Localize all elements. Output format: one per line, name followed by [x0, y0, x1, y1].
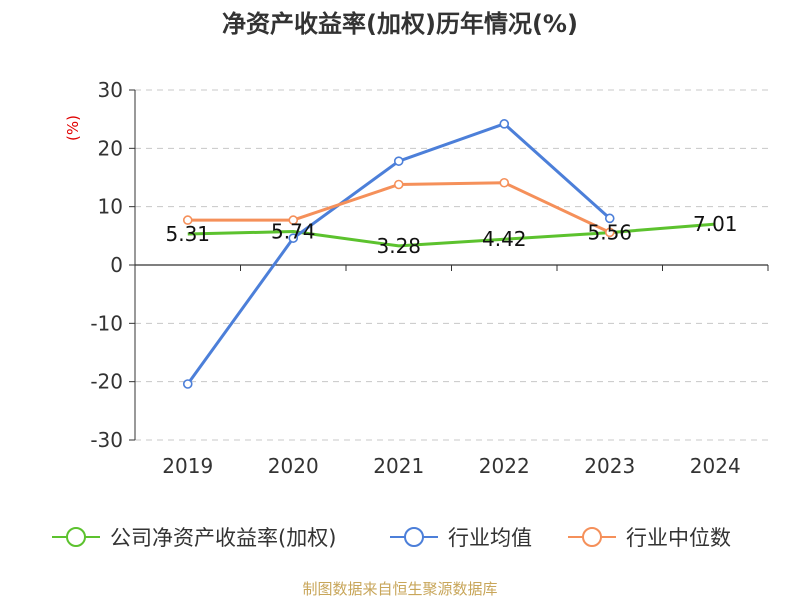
series-point: [499, 177, 510, 188]
series-line: [187, 181, 611, 234]
x-tick-label: 2022: [479, 454, 530, 478]
legend-marker: [404, 527, 424, 547]
x-tick-label: 2024: [690, 454, 741, 478]
legend-marker: [66, 527, 86, 547]
y-tick-label: 20: [98, 136, 123, 160]
data-labels: 5.31 5.74 3.28 4.42 5.56 7.01: [165, 212, 737, 258]
y-tick-label: -30: [90, 428, 123, 452]
data-label: 7.01: [693, 212, 738, 236]
data-label: 5.74: [271, 220, 316, 244]
chart-title: 净资产收益率(加权)历年情况(%): [222, 10, 578, 38]
series-point: [182, 215, 193, 225]
series-point: [393, 156, 404, 166]
series-point: [393, 179, 404, 190]
legend: 公司净资产收益率(加权) 行业均值 行业中位数: [52, 526, 731, 550]
legend-marker: [582, 527, 602, 547]
x-tick-label: 2023: [584, 454, 635, 478]
series-line: [187, 222, 716, 248]
data-label: 3.28: [376, 234, 421, 258]
x-tick-label: 2019: [162, 454, 213, 478]
series-point: [182, 379, 193, 389]
series-point: [499, 119, 510, 129]
data-label: 5.56: [587, 221, 632, 245]
data-label: 4.42: [482, 227, 527, 251]
y-tick-label: -10: [90, 311, 123, 335]
y-tick-label: 10: [98, 195, 123, 219]
y-tick-label: -20: [90, 370, 123, 394]
y-axis-label: (%): [64, 115, 82, 141]
x-tick-label: 2020: [268, 454, 319, 478]
y-tick-label: 30: [98, 78, 123, 102]
data-label: 5.31: [165, 222, 210, 246]
series-point: [604, 227, 615, 238]
legend-label: 行业均值: [448, 526, 532, 550]
axes: 30 20 10 0 -10 -20 -30 2019 2020 2021 2022 2023 2024: [90, 78, 769, 478]
series-point: [288, 215, 299, 225]
series-point: [604, 213, 615, 224]
x-tick-label: 2021: [373, 454, 424, 478]
source-note: 制图数据来自恒生聚源数据库: [302, 580, 498, 598]
series-point: [288, 233, 299, 243]
legend-label: 行业中位数: [626, 526, 731, 550]
y-tick-label: 0: [110, 253, 123, 277]
legend-label: 公司净资产收益率(加权): [110, 526, 336, 550]
series-lines: [182, 119, 716, 389]
